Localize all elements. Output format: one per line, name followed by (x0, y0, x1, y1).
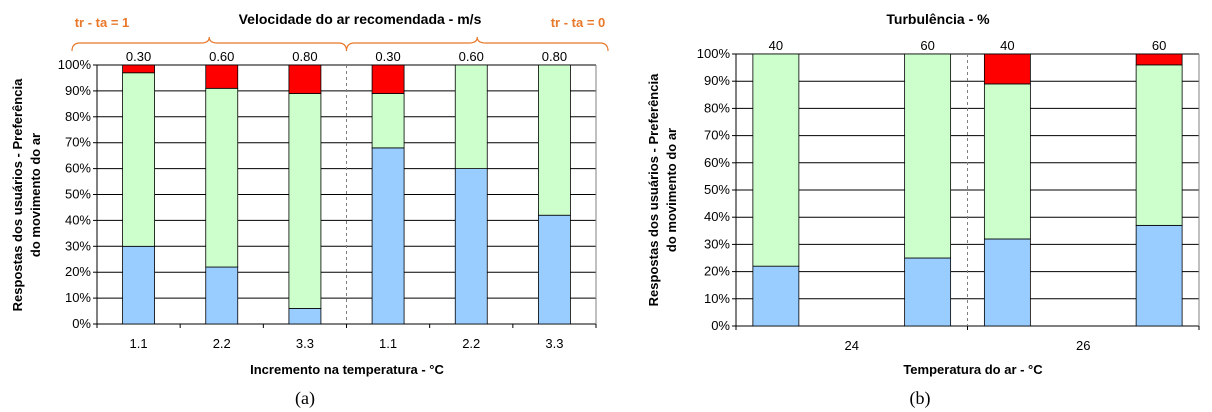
y-tick-label: 0% (711, 318, 730, 333)
y-tick-label: 10% (704, 291, 730, 306)
y-tick-label: 20% (704, 264, 730, 279)
bar-segment-1 (454, 168, 488, 325)
bar-top-label: 0.60 (209, 49, 234, 64)
y-tick-label: 10% (65, 290, 91, 305)
y-tick-label: 100% (697, 46, 731, 61)
bar-segment-1 (205, 266, 239, 325)
y-tick-label: 50% (704, 182, 730, 197)
y-tick-label: 80% (65, 109, 91, 124)
bar-segment-3 (205, 64, 239, 89)
bar-segment-3 (983, 53, 1031, 85)
y-tick-label: 40% (704, 209, 730, 224)
bar-segment-2 (288, 93, 322, 309)
bar-segment-3 (122, 64, 155, 74)
chart-a: Velocidade do ar recomendada - m/s Respo… (10, 11, 609, 409)
y-tick-label: 0% (72, 316, 91, 331)
x-tick-label: 2.2 (462, 336, 480, 351)
bar-top-label: 40 (1000, 38, 1014, 53)
bar-top-label: 40 (769, 38, 783, 53)
bar-top-label: 60 (920, 38, 934, 53)
y-tick-label: 70% (704, 128, 730, 143)
bar-top-label: 0.30 (126, 49, 151, 64)
bar-top-label: 0.30 (375, 49, 400, 64)
group-bracket (345, 36, 609, 52)
bar-segment-2 (983, 83, 1031, 240)
bar-top-label: 60 (1152, 38, 1166, 53)
bar-segment-2 (205, 87, 239, 268)
bar-segment-1 (371, 147, 405, 325)
x-group-label: 26 (1076, 338, 1090, 353)
chart-a-ylabel-line-1: Respostas dos usuários - Preferência (10, 78, 25, 311)
chart-b-ylabel-line-1: Respostas dos usuários - Preferência (646, 73, 661, 306)
chart-b-xlabel: Temperatura do ar - °C (903, 362, 1043, 377)
bar-segment-2 (538, 64, 571, 216)
chart-a-ylabel-line-2: do movimento do ar (28, 133, 43, 257)
y-tick-label: 60% (65, 161, 91, 176)
chart-b-title: Turbulência - % (886, 11, 990, 27)
group-label: tr - ta = 0 (551, 15, 606, 30)
y-tick-label: 80% (704, 100, 730, 115)
y-tick-label: 60% (704, 155, 730, 170)
chart-a-caption: (a) (295, 388, 315, 409)
x-tick-label: 1.1 (130, 336, 148, 351)
bar-segment-3 (371, 64, 405, 94)
x-tick-label: 2.2 (213, 336, 231, 351)
bar-segment-2 (371, 93, 405, 149)
x-group-label: 24 (845, 338, 859, 353)
chart-b-caption: (b) (910, 388, 931, 409)
x-tick-label: 1.1 (379, 336, 397, 351)
bar-top-label: 0.60 (459, 49, 484, 64)
group-bracket (71, 36, 348, 52)
y-tick-label: 40% (65, 212, 91, 227)
bar-segment-2 (752, 53, 800, 267)
bar-segment-2 (1135, 64, 1183, 226)
y-tick-label: 100% (58, 57, 92, 72)
bar-segment-1 (122, 245, 155, 325)
y-tick-label: 30% (65, 238, 91, 253)
x-tick-label: 3.3 (545, 336, 563, 351)
bar-segment-3 (288, 64, 322, 94)
bar-segment-3 (1135, 53, 1183, 66)
y-tick-label: 90% (704, 73, 730, 88)
x-tick-label: 3.3 (296, 336, 314, 351)
bar-segment-1 (288, 308, 322, 325)
bar-top-label: 0.80 (292, 49, 317, 64)
bar-segment-1 (752, 265, 800, 327)
y-tick-label: 20% (65, 264, 91, 279)
bar-segment-2 (122, 72, 155, 247)
y-tick-label: 30% (704, 236, 730, 251)
bar-segment-2 (904, 53, 952, 259)
bar-top-label: 0.80 (542, 49, 567, 64)
bar-segment-2 (454, 64, 488, 169)
bar-segment-1 (904, 257, 952, 327)
y-tick-label: 50% (65, 187, 91, 202)
chart-a-title: Velocidade do ar recomendada - m/s (239, 11, 482, 27)
bar-segment-1 (983, 238, 1031, 327)
bar-segment-1 (1135, 224, 1183, 327)
y-tick-label: 70% (65, 135, 91, 150)
chart-b-ylabel-line-2: do movimento do ar (664, 128, 679, 252)
y-tick-label: 90% (65, 83, 91, 98)
chart-b: Turbulência - % Respostas dos usuários -… (646, 11, 1200, 409)
chart-a-xlabel: Incremento na temperatura - °C (250, 362, 444, 377)
group-label: tr - ta = 1 (75, 15, 130, 30)
bar-segment-1 (538, 214, 571, 325)
